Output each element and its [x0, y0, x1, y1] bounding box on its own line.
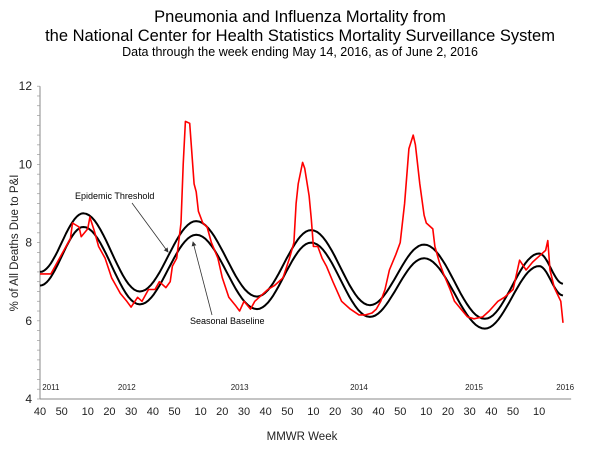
x-tick-label: 10 [82, 406, 94, 418]
annotations: Epidemic Threshold Seasonal Baseline [75, 191, 265, 326]
baseline-annotation-label: Seasonal Baseline [190, 316, 265, 326]
x-tick-label: 30 [351, 406, 363, 418]
x-tick-label: 40 [372, 406, 384, 418]
x-tick-label: 50 [168, 406, 180, 418]
x-tick-label: 20 [329, 406, 341, 418]
year-label: 2013 [231, 383, 249, 392]
chart-subtitle: Data through the week ending May 14, 201… [122, 45, 478, 59]
year-label: 2011 [42, 383, 60, 392]
x-tick-label: 10 [420, 406, 432, 418]
x-tick-label: 10 [307, 406, 319, 418]
x-tick-label: 40 [147, 406, 159, 418]
y-tick-label: 6 [25, 314, 32, 328]
x-tick-label: 20 [442, 406, 454, 418]
x-tick-label: 30 [464, 406, 476, 418]
chart-title-line2: the National Center for Health Statistic… [45, 27, 555, 45]
x-tick-label: 30 [238, 406, 250, 418]
baseline-arrow [191, 241, 213, 316]
x-axis-label: MMWR Week [267, 431, 338, 443]
x-tick-label: 40 [260, 406, 272, 418]
threshold-series-line [39, 212, 564, 320]
x-tick-label: 50 [394, 406, 406, 418]
x-tick-label: 20 [103, 406, 115, 418]
x-tick-label: 30 [125, 406, 137, 418]
x-tick-label: 50 [56, 406, 68, 418]
year-label: 2012 [118, 383, 136, 392]
observed-series-line [40, 120, 564, 323]
y-tick-label: 12 [19, 79, 33, 93]
x-tick-label: 10 [194, 406, 206, 418]
axes: 4 6 8 10 12 40 50 10 20 30 40 50 10 20 30 40 50 10 20 30 40 5… [19, 79, 575, 418]
x-tick-label: 50 [507, 406, 519, 418]
year-label: 2015 [465, 383, 483, 392]
x-tick-label: 10 [533, 406, 545, 418]
x-tick-label: 40 [485, 406, 497, 418]
year-label: 2014 [350, 383, 368, 392]
year-label: 2016 [556, 383, 574, 392]
threshold-annotation-label: Epidemic Threshold [75, 191, 154, 201]
y-tick-label: 4 [25, 392, 32, 406]
series-group [39, 120, 564, 330]
threshold-arrow [131, 202, 169, 253]
x-tick-label: 50 [281, 406, 293, 418]
baseline-series-line [39, 226, 564, 330]
chart-title: Pneumonia and Influenza Mortality from [154, 8, 446, 26]
y-axis-label: % of All Deaths Due to P&I [9, 175, 21, 312]
y-tick-label: 8 [25, 236, 32, 250]
x-tick-label: 20 [216, 406, 228, 418]
y-tick-label: 10 [19, 157, 33, 171]
x-tick-label: 40 [34, 406, 46, 418]
